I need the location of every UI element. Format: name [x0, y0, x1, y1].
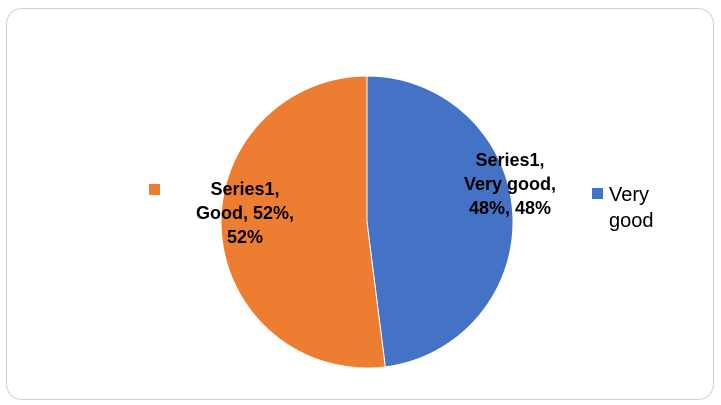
pie-slice-good — [220, 75, 386, 369]
legend-swatch-good — [149, 184, 160, 195]
legend-swatch-very-good — [592, 188, 603, 199]
pie-slice-very-good — [366, 75, 514, 368]
legend-entry-very-good: Very good — [592, 182, 671, 234]
data-label-very-good: Series1, Very good, 48%, 48% — [463, 150, 557, 218]
data-label-good: Series1, Good, 52%, 52% — [195, 179, 294, 247]
legend-label-very-good: Very good — [609, 184, 654, 232]
legend-entry-good — [149, 178, 166, 195]
